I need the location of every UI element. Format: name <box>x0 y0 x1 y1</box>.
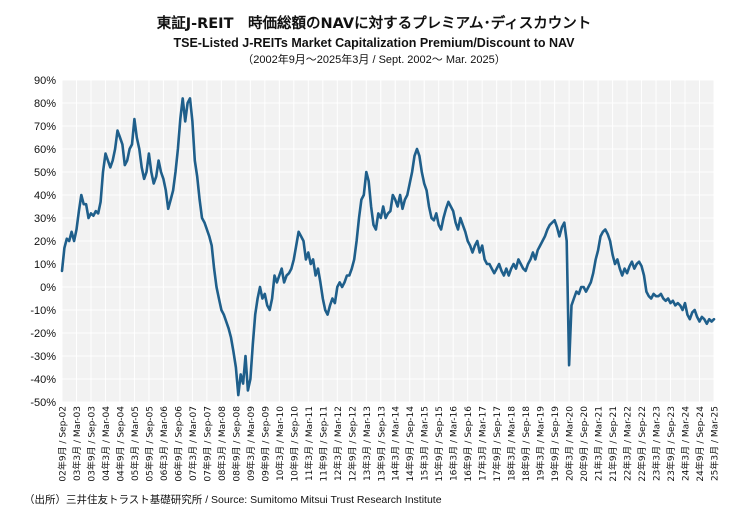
series-line <box>60 97 716 397</box>
x-tick-label: 22年9月 / Sep-22 <box>636 406 648 482</box>
x-tick-label: 20年9月 / Sep-20 <box>578 406 590 482</box>
y-tick-label: 50% <box>34 167 56 179</box>
x-tick-label: 07年9月 / Sep-07 <box>201 406 213 482</box>
x-tick-label: 24年3月 / Mar-24 <box>680 406 692 481</box>
x-tick-label: 11年3月 / Mar-11 <box>303 406 315 481</box>
x-tick-label: 14年9月 / Sep-14 <box>404 406 416 482</box>
y-tick-label: -20% <box>30 328 56 340</box>
x-tick-label: 06年9月 / Sep-06 <box>172 406 184 482</box>
x-tick-label: 18年9月 / Sep-18 <box>520 406 532 482</box>
x-tick-label: 15年9月 / Sep-15 <box>433 406 445 482</box>
x-tick-label: 16年9月 / Sep-16 <box>462 406 474 482</box>
x-tick-label: 06年3月 / Mar-06 <box>158 406 170 481</box>
x-tick-label: 16年3月 / Mar-16 <box>448 406 460 481</box>
x-tick-label: 19年9月 / Sep-19 <box>549 406 561 482</box>
x-tick-label: 07年3月 / Mar-07 <box>187 406 199 481</box>
x-tick-label: 03年9月 / Sep-03 <box>85 406 97 482</box>
y-tick-label: 60% <box>34 144 56 156</box>
y-tick-label: -10% <box>30 305 56 317</box>
x-tick-label: 17年9月 / Sep-17 <box>491 406 503 482</box>
x-tick-label: 13年3月 / Mar-13 <box>361 406 373 481</box>
x-tick-label: 11年9月 / Sep-11 <box>317 406 329 482</box>
y-tick-label: 0% <box>40 282 56 294</box>
x-tick-label: 08年3月 / Mar-08 <box>216 406 228 481</box>
source-note: （出所）三井住友トラスト基礎研究所 / Source: Sumitomo Mit… <box>24 494 442 506</box>
x-tick-label: 02年9月 / Sep-02 <box>57 406 69 482</box>
x-tick-label: 21年3月 / Mar-21 <box>593 406 605 481</box>
x-tick-label: 05年3月 / Mar-05 <box>129 406 141 481</box>
y-tick-label: 90% <box>34 75 56 87</box>
chart-title-en: TSE-Listed J-REITs Market Capitalization… <box>173 36 575 50</box>
x-tick-label: 04年3月 / Mar-04 <box>100 406 112 481</box>
x-tick-label: 21年9月 / Sep-21 <box>607 406 619 482</box>
x-tick-label: 03年3月 / Mar-03 <box>71 406 83 481</box>
x-tick-label: 10年9月 / Sep-10 <box>288 406 300 482</box>
x-tick-label: 08年9月 / Sep-08 <box>230 406 242 482</box>
y-tick-label: 30% <box>34 213 56 225</box>
x-tick-label: 23年3月 / Mar-23 <box>651 406 663 481</box>
y-tick-label: -30% <box>30 351 56 363</box>
x-tick-label: 05年9月 / Sep-05 <box>143 406 155 482</box>
x-tick-label: 17年3月 / Mar-17 <box>477 406 489 481</box>
y-tick-label: 80% <box>34 98 56 110</box>
chart-period: （2002年9月～2025年3月 / Sept. 2002～ Mar. 2025… <box>242 54 506 66</box>
x-tick-label: 22年3月 / Mar-22 <box>622 406 634 481</box>
x-tick-label: 20年3月 / Mar-20 <box>564 406 576 481</box>
chart-title-ja: 東証J-REIT 時価総額のNAVに対するプレミアム･ディスカウント <box>156 16 592 32</box>
x-tick-label: 14年3月 / Mar-14 <box>390 406 402 481</box>
x-tick-label: 09年3月 / Mar-09 <box>245 406 257 481</box>
x-tick-label: 12年9月 / Sep-12 <box>346 406 358 482</box>
y-tick-label: 40% <box>34 190 56 202</box>
y-tick-label: 70% <box>34 121 56 133</box>
x-tick-label: 25年3月 / Mar-25 <box>709 406 721 481</box>
chart-titles: 東証J-REIT 時価総額のNAVに対するプレミアム･ディスカウント TSE-L… <box>0 14 748 68</box>
x-tick-label: 15年3月 / Mar-15 <box>419 406 431 481</box>
x-tick-label: 10年3月 / Mar-10 <box>274 406 286 481</box>
x-tick-label: 19年3月 / Mar-19 <box>535 406 547 481</box>
x-tick-label: 23年9月 / Sep-23 <box>665 406 677 482</box>
x-tick-label: 18年3月 / Mar-18 <box>506 406 518 481</box>
x-tick-label: 24年9月 / Sep-24 <box>694 406 706 482</box>
x-tick-label: 13年9月 / Sep-13 <box>375 406 387 482</box>
x-tick-label: 12年3月 / Mar-12 <box>332 406 344 481</box>
x-tick-label: 09年9月 / Sep-09 <box>259 406 271 482</box>
y-tick-label: 10% <box>34 259 56 271</box>
y-tick-label: -40% <box>30 374 56 386</box>
y-tick-label: -50% <box>30 397 56 409</box>
y-tick-label: 20% <box>34 236 56 248</box>
x-tick-label: 04年9月 / Sep-04 <box>114 406 126 482</box>
